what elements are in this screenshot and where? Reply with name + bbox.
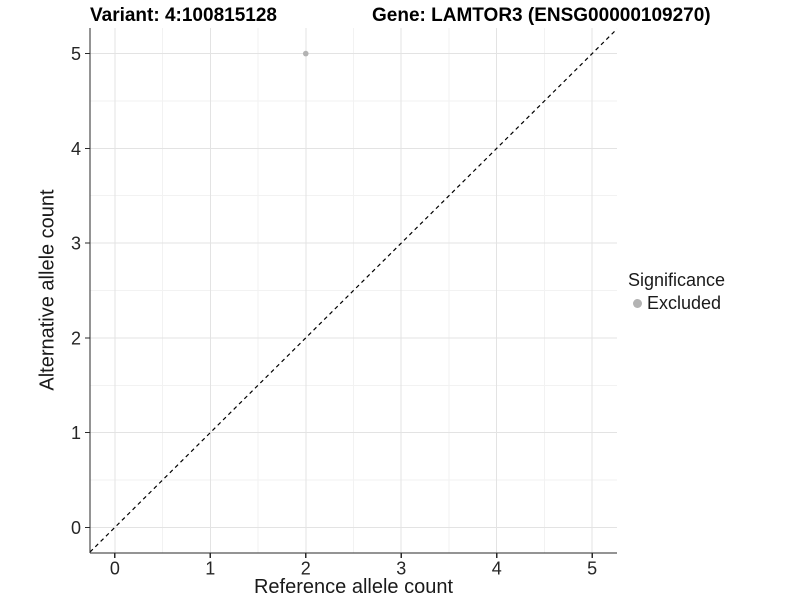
x-axis-label: Reference allele count — [253, 576, 453, 598]
x-tick-label: 2 — [301, 559, 311, 579]
x-tick-label: 1 — [205, 559, 215, 579]
legend: Significance Excluded — [628, 270, 725, 313]
y-tick-label: 1 — [71, 423, 81, 443]
legend-entry-label: Excluded — [647, 293, 722, 313]
x-tick-label: 0 — [110, 559, 120, 579]
y-tick-label: 3 — [71, 234, 81, 254]
data-point — [302, 50, 309, 57]
plot-title-variant: Variant: 4:100815128 — [90, 5, 277, 26]
y-axis-label: Alternative allele count — [36, 189, 59, 391]
legend-marker-circle-icon — [633, 298, 642, 308]
y-tick-label: 5 — [71, 44, 81, 64]
x-tick-label: 4 — [492, 559, 502, 579]
plot-title-gene: Gene: LAMTOR3 (ENSG00000109270) — [372, 5, 711, 26]
x-tick-label: 3 — [396, 559, 406, 579]
identity-line — [89, 28, 618, 553]
x-tick-label: 5 — [587, 559, 597, 579]
y-tick-label: 4 — [71, 139, 81, 159]
legend-title: Significance — [628, 270, 726, 290]
legend-entry-excluded: Excluded — [628, 293, 725, 313]
y-tick-label: 2 — [71, 328, 81, 348]
y-tick-label: 0 — [71, 518, 81, 538]
